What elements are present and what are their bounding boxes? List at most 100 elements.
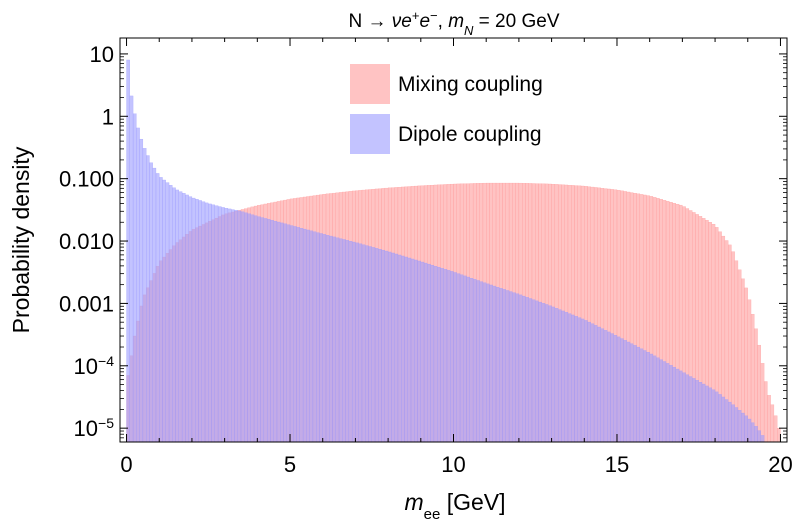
bar-dipole xyxy=(541,303,546,443)
bar-dipole xyxy=(139,138,144,443)
bar-dipole xyxy=(750,422,755,443)
bar-dipole xyxy=(476,280,480,443)
bar-dipole xyxy=(754,426,758,443)
bar-dipole xyxy=(472,279,477,443)
bar-dipole xyxy=(714,391,719,443)
bar-dipole xyxy=(368,246,372,443)
bar-dipole xyxy=(217,206,222,443)
bar-dipole xyxy=(394,253,399,443)
bar-mixing xyxy=(760,363,765,443)
bar-dipole xyxy=(587,321,591,443)
bar-dipole xyxy=(515,293,520,443)
legend: Mixing coupling Dipole coupling xyxy=(350,64,543,154)
bar-dipole xyxy=(293,226,297,443)
bar-dipole xyxy=(623,340,627,443)
bar-dipole xyxy=(607,331,611,443)
bar-dipole xyxy=(345,240,350,443)
bar-dipole xyxy=(652,355,657,443)
bar-dipole xyxy=(132,113,137,443)
bar-dipole xyxy=(224,208,229,443)
bar-dipole xyxy=(410,258,415,443)
bar-dipole xyxy=(613,335,618,443)
bar-dipole xyxy=(302,228,307,443)
bar-dipole xyxy=(283,223,287,443)
bar-dipole xyxy=(682,372,686,443)
bar-dipole xyxy=(142,148,147,443)
bar-dipole xyxy=(126,59,130,443)
bar-mixing xyxy=(773,415,778,443)
bar-dipole xyxy=(329,235,333,443)
bar-dipole xyxy=(580,318,585,443)
bar-dipole xyxy=(244,212,248,443)
bar-dipole xyxy=(319,233,323,443)
x-tick-label: 15 xyxy=(605,452,629,477)
bar-dipole xyxy=(247,213,251,443)
bar-dipole xyxy=(322,234,327,443)
bar-dipole xyxy=(525,297,529,443)
legend-label-dipole: Dipole coupling xyxy=(398,123,542,146)
bar-dipole xyxy=(489,284,493,443)
bar-dipole xyxy=(564,312,569,443)
x-axis-title: mee [GeV] xyxy=(404,489,505,519)
bar-dipole xyxy=(508,291,513,443)
bar-dipole xyxy=(486,283,490,443)
bar-dipole xyxy=(260,217,265,443)
y-tick-label: 10 xyxy=(90,42,114,67)
bar-dipole xyxy=(195,199,199,443)
bar-dipole xyxy=(499,288,503,443)
bar-dipole xyxy=(306,229,310,443)
bar-dipole xyxy=(551,306,556,443)
bar-dipole xyxy=(567,313,572,443)
bar-dipole xyxy=(482,282,487,443)
y-tick-label: 1 xyxy=(102,104,114,129)
legend-swatch-mixing xyxy=(350,64,390,104)
bar-dipole xyxy=(188,196,193,443)
bar-dipole xyxy=(443,269,448,443)
bar-dipole xyxy=(548,305,552,443)
bar-dipole xyxy=(401,255,405,443)
bar-dipole xyxy=(665,363,670,443)
bar-dipole xyxy=(440,268,444,443)
bar-dipole xyxy=(204,202,209,443)
bar-dipole xyxy=(479,281,484,443)
bar-dipole xyxy=(639,348,644,443)
bar-dipole xyxy=(270,220,274,443)
bar-dipole xyxy=(387,251,392,443)
y-tick-label: 10−4 xyxy=(74,353,115,379)
bar-dipole xyxy=(672,366,676,443)
chart-title: N → νe+e−, mN = 20 GeV xyxy=(349,8,560,38)
bar-dipole xyxy=(165,182,170,443)
bar-dipole xyxy=(374,248,379,443)
bar-dipole xyxy=(642,350,647,443)
bar-dipole xyxy=(404,256,408,443)
bar-dipole xyxy=(231,209,235,443)
bar-dipole xyxy=(544,304,549,443)
bar-dipole xyxy=(554,308,559,443)
bar-dipole xyxy=(721,396,726,443)
bar-dipole xyxy=(685,374,690,443)
bar-dipole xyxy=(175,189,180,443)
bar-dipole xyxy=(518,294,523,443)
bar-dipole xyxy=(620,338,624,443)
y-axis-title: Probability density xyxy=(8,146,34,333)
bar-dipole xyxy=(433,266,438,443)
bar-dipole xyxy=(155,173,160,443)
bar-dipole xyxy=(136,127,140,443)
bar-dipole xyxy=(741,412,745,443)
bar-dipole xyxy=(378,249,382,443)
bar-dipole xyxy=(492,285,497,443)
bar-dipole xyxy=(535,300,539,443)
bar-dipole xyxy=(332,236,336,443)
bar-dipole xyxy=(351,241,356,443)
bar-dipole xyxy=(299,228,304,443)
bar-dipole xyxy=(760,435,765,443)
bar-dipole xyxy=(577,317,582,443)
bar-mixing xyxy=(763,381,768,443)
bar-dipole xyxy=(708,387,712,443)
x-tick-label: 5 xyxy=(284,452,296,477)
bar-dipole xyxy=(502,289,506,443)
bar-dipole xyxy=(312,231,317,443)
bar-dipole xyxy=(590,323,595,443)
bar-dipole xyxy=(250,214,255,443)
bar-dipole xyxy=(646,352,650,443)
